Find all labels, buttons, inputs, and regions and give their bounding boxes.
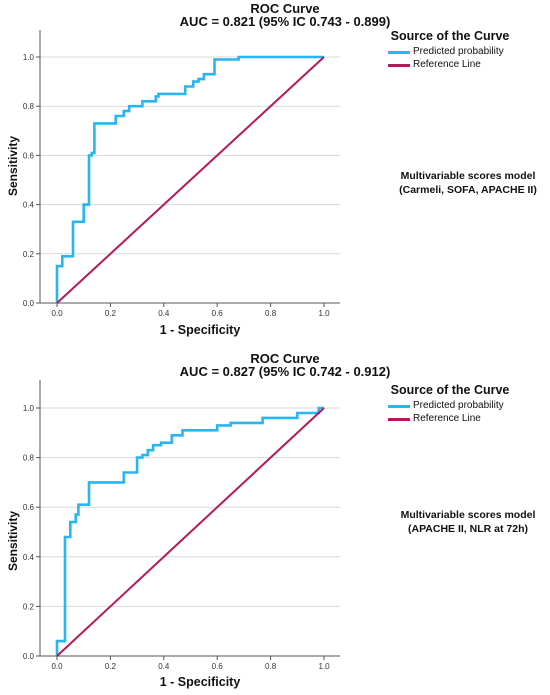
x-tick-label: 0.8 [265,309,277,318]
x-tick-label: 0.6 [212,309,224,318]
legend-swatch-predicted [388,51,410,54]
y-tick-label: 0.6 [23,503,35,512]
model-label: Multivariable scores model (APACHE II, N… [388,508,548,536]
roc-curve-predicted-probability [55,55,324,303]
legend: Source of the Curve Predicted probabilit… [380,384,550,425]
reference-line [56,407,325,657]
legend-swatch-reference [388,64,410,67]
y-tick-label: 0.8 [23,454,35,463]
model-label: Multivariable scores model (Carmeli, SOF… [388,169,548,197]
legend-swatch-reference [388,418,410,421]
y-axis-label: Sensitivity [6,510,20,572]
model-label-line-1: Multivariable scores model [400,170,536,182]
x-tick-label: 0.8 [265,662,277,671]
legend-title: Source of the Curve [390,383,510,397]
chart-title-block: ROC Curve AUC = 0.821 (95% IC 0.743 - 0.… [120,2,450,28]
y-axis-label: Sensitivity [6,135,20,197]
chart-title-block: ROC Curve AUC = 0.827 (95% IC 0.742 - 0.… [120,352,450,378]
roc-panel-1: ROC Curve AUC = 0.821 (95% IC 0.743 - 0.… [0,0,550,345]
roc-curve-predicted-probability [55,406,324,656]
legend-item-predicted: Predicted probability [380,46,550,58]
y-tick-label: 1.0 [23,53,35,62]
x-tick-label: 0.2 [105,662,117,671]
y-tick-label: 0.2 [23,602,35,611]
chart-subtitle: AUC = 0.821 (95% IC 0.743 - 0.899) [179,14,391,29]
reference-line [56,56,325,304]
roc-panel-2: ROC Curve AUC = 0.827 (95% IC 0.742 - 0.… [0,350,550,695]
y-tick-label: 0.4 [23,201,35,210]
legend-item-reference: Reference Line [380,413,550,425]
x-tick-label: 0.4 [158,662,170,671]
roc-plot-2: 0.0 0.0 0.2 0.2 0.4 0.4 0.6 0.6 0.8 0.8 1.0 1.0 [23,380,340,671]
model-label-line-2: (APACHE II, NLR at 72h) [408,523,528,535]
model-label-line-2: (Carmeli, SOFA, APACHE II) [399,184,537,196]
y-tick-label: 1.0 [23,404,35,413]
x-tick-label: 0.6 [212,662,224,671]
x-tick-label: 0.2 [105,309,117,318]
x-tick-label: 1.0 [318,662,330,671]
legend-label-reference: Reference Line [413,413,481,424]
chart-subtitle: AUC = 0.827 (95% IC 0.742 - 0.912) [179,364,391,379]
y-tick-label: 0.0 [23,652,35,661]
x-axis-label: 1 - Specificity [159,323,241,337]
x-tick-label: 0.0 [51,309,63,318]
legend-item-predicted: Predicted probability [380,400,550,412]
y-tick-label: 0.4 [23,553,35,562]
x-tick-label: 1.0 [318,309,330,318]
legend-label-predicted: Predicted probability [413,46,504,57]
x-axis-label: 1 - Specificity [159,675,241,689]
legend-swatch-predicted [388,405,410,408]
y-tick-label: 0.0 [23,299,35,308]
chart-title: ROC Curve [250,1,320,16]
legend-item-reference: Reference Line [380,59,550,71]
model-label-line-1: Multivariable scores model [400,509,536,521]
y-tick-label: 0.6 [23,151,35,160]
legend: Source of the Curve Predicted probabilit… [380,30,550,71]
x-tick-label: 0.4 [158,309,170,318]
roc-plot-1: 0.0 0.0 0.2 0.2 0.4 0.4 0.6 0.6 0.8 0.8 1.0 1.0 [23,30,340,318]
y-tick-label: 0.2 [23,250,35,259]
legend-title: Source of the Curve [390,29,510,43]
chart-title: ROC Curve [250,351,320,366]
y-tick-label: 0.8 [23,102,35,111]
legend-label-reference: Reference Line [413,59,481,70]
legend-label-predicted: Predicted probability [413,400,504,411]
x-tick-label: 0.0 [51,662,63,671]
